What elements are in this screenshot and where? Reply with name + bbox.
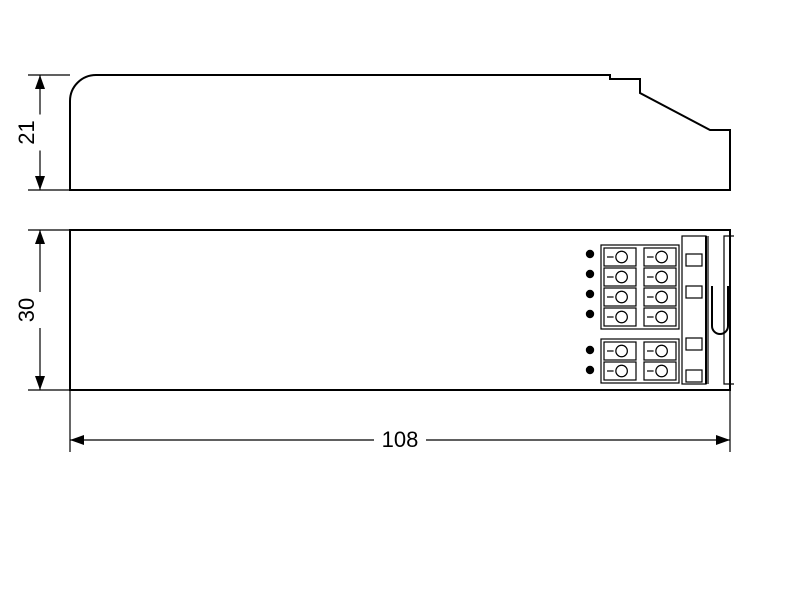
pin-hole	[586, 290, 594, 298]
dim-value: 108	[382, 427, 419, 452]
dim-arrowhead	[70, 435, 84, 445]
dimension-drawing: 21 30 108	[0, 0, 800, 600]
dim-arrowhead	[35, 75, 45, 89]
dim-value: 21	[14, 120, 39, 144]
top-view-outline	[70, 230, 730, 390]
pin-hole	[586, 310, 594, 318]
pin-hole	[586, 366, 594, 374]
dim-arrowhead	[35, 176, 45, 190]
dim-arrowhead	[716, 435, 730, 445]
dim-arrowhead	[35, 230, 45, 244]
pin-hole	[586, 346, 594, 354]
side-view-outline	[70, 75, 730, 190]
dim-arrowhead	[35, 376, 45, 390]
pin-hole	[586, 250, 594, 258]
dim-value: 30	[14, 298, 39, 322]
pin-hole	[586, 270, 594, 278]
